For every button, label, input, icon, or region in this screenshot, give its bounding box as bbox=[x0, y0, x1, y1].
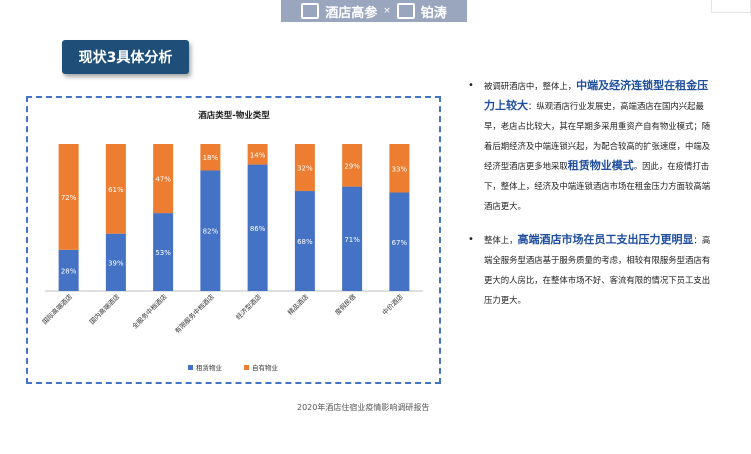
bar-owned bbox=[200, 144, 221, 171]
body-text: ：纵观酒店行业发展史，高端酒店在国内兴起最早，老店占比较大，其在早期多采用重资产… bbox=[484, 101, 711, 171]
data-label: 39% bbox=[108, 259, 124, 267]
data-label: 72% bbox=[61, 194, 77, 202]
x-tick-label: 精品酒店 bbox=[286, 292, 311, 317]
bar-leased bbox=[58, 249, 79, 291]
legend-swatch-owned bbox=[244, 365, 249, 370]
slide-title: 现状3具体分析 bbox=[62, 40, 189, 74]
bar-leased bbox=[105, 233, 126, 291]
bar-leased bbox=[200, 170, 221, 291]
data-label: 71% bbox=[344, 236, 360, 244]
data-label: 14% bbox=[250, 151, 266, 159]
highlight-text: 高端酒店市场在员工支出压力更明显 bbox=[517, 233, 694, 246]
data-label: 29% bbox=[344, 162, 360, 170]
logo-separator: × bbox=[383, 6, 391, 16]
highlight-text: 中端及经济连锁型在租金压力上较大 bbox=[484, 79, 709, 112]
corner-decoration bbox=[711, 0, 751, 13]
logo-left-text: 酒店高参 bbox=[325, 5, 378, 21]
x-tick-label: 全服务中档酒店 bbox=[130, 292, 169, 331]
bar-owned bbox=[58, 144, 79, 250]
bar-owned bbox=[389, 144, 410, 193]
chart-frame: 酒店类型-物业类型 28% 72% 国际高端酒店 39% 61% 国内高端酒店 53% 47% 全… bbox=[26, 96, 441, 384]
analysis-panel: • 被调研酒店中，整体上，中端及经济连锁型在租金压力上较大：纵观酒店行业发展史，高… bbox=[468, 76, 718, 324]
bullet-text: 整体上，高端酒店市场在员工支出压力更明显：高端全服务型酒店基于服务质量的考虑，相… bbox=[484, 230, 718, 310]
bullet-dot-icon: • bbox=[468, 234, 474, 245]
x-tick-label: 经济型酒店 bbox=[234, 292, 264, 322]
data-label: 28% bbox=[61, 267, 77, 275]
hotels-logo-icon bbox=[301, 3, 320, 19]
header-logo-strip: 酒店高参 × 铂涛 bbox=[281, 0, 467, 22]
bar-owned bbox=[294, 144, 315, 192]
x-tick-label: 国际高端酒店 bbox=[40, 292, 74, 326]
bar-owned bbox=[342, 144, 363, 187]
logo-right-text: 铂涛 bbox=[420, 5, 447, 21]
body-text: 整体上， bbox=[484, 235, 518, 245]
body-text: ：高端全服务型酒店基于服务质量的考虑，相较有限服务型酒店有更大的人房比，在整体市… bbox=[484, 235, 711, 305]
data-label: 47% bbox=[155, 176, 171, 184]
data-label: 67% bbox=[392, 239, 408, 247]
x-tick-label: 有限服务中档酒店 bbox=[173, 292, 216, 335]
botao-logo-icon bbox=[396, 3, 415, 19]
data-label: 33% bbox=[392, 165, 408, 173]
bullet-point: • 被调研酒店中，整体上，中端及经济连锁型在租金压力上较大：纵观酒店行业发展史，高… bbox=[468, 76, 718, 216]
data-label: 32% bbox=[297, 165, 313, 173]
legend-label: 自有物业 bbox=[252, 363, 279, 372]
data-label: 53% bbox=[155, 249, 171, 257]
data-label: 18% bbox=[203, 154, 219, 162]
bar-leased bbox=[153, 213, 174, 291]
body-text: 被调研酒店中，整体上， bbox=[484, 81, 577, 91]
bar-leased bbox=[342, 186, 363, 291]
source-note: 2020年酒店住宿业疫情影响调研报告 bbox=[297, 403, 430, 412]
bar-owned bbox=[153, 144, 174, 214]
bullet-point: • 整体上，高端酒店市场在员工支出压力更明显：高端全服务型酒店基于服务质量的考虑，… bbox=[468, 230, 718, 310]
bullet-text: 被调研酒店中，整体上，中端及经济连锁型在租金压力上较大：纵观酒店行业发展史，高端… bbox=[484, 76, 718, 216]
chart-title: 酒店类型-物业类型 bbox=[198, 110, 270, 121]
x-tick-label: 度假民宿 bbox=[333, 292, 358, 317]
bar-owned bbox=[105, 144, 126, 234]
x-tick-label: 国内高端酒店 bbox=[87, 292, 121, 326]
data-label: 68% bbox=[297, 238, 313, 246]
legend-swatch-leased bbox=[188, 365, 193, 370]
legend-label: 租赁物业 bbox=[196, 363, 223, 372]
bullet-dot-icon: • bbox=[468, 80, 474, 91]
data-label: 82% bbox=[203, 228, 219, 236]
bar-leased bbox=[247, 164, 268, 291]
bar-owned bbox=[247, 144, 268, 165]
data-label: 61% bbox=[108, 186, 124, 194]
highlight-text: 租赁物业模式 bbox=[567, 159, 634, 172]
x-tick-label: 中价酒店 bbox=[380, 292, 405, 317]
bar-leased bbox=[294, 191, 315, 291]
stacked-bar-chart: 酒店类型-物业类型 28% 72% 国际高端酒店 39% 61% 国内高端酒店 53% 47% 全… bbox=[40, 110, 423, 372]
body-text: 。因此，在疫情打击下，整体上，经济及中端连锁酒店市场在租金压力方面较高端酒店更大… bbox=[484, 161, 711, 211]
data-label: 86% bbox=[250, 225, 266, 233]
bar-leased bbox=[389, 192, 410, 291]
